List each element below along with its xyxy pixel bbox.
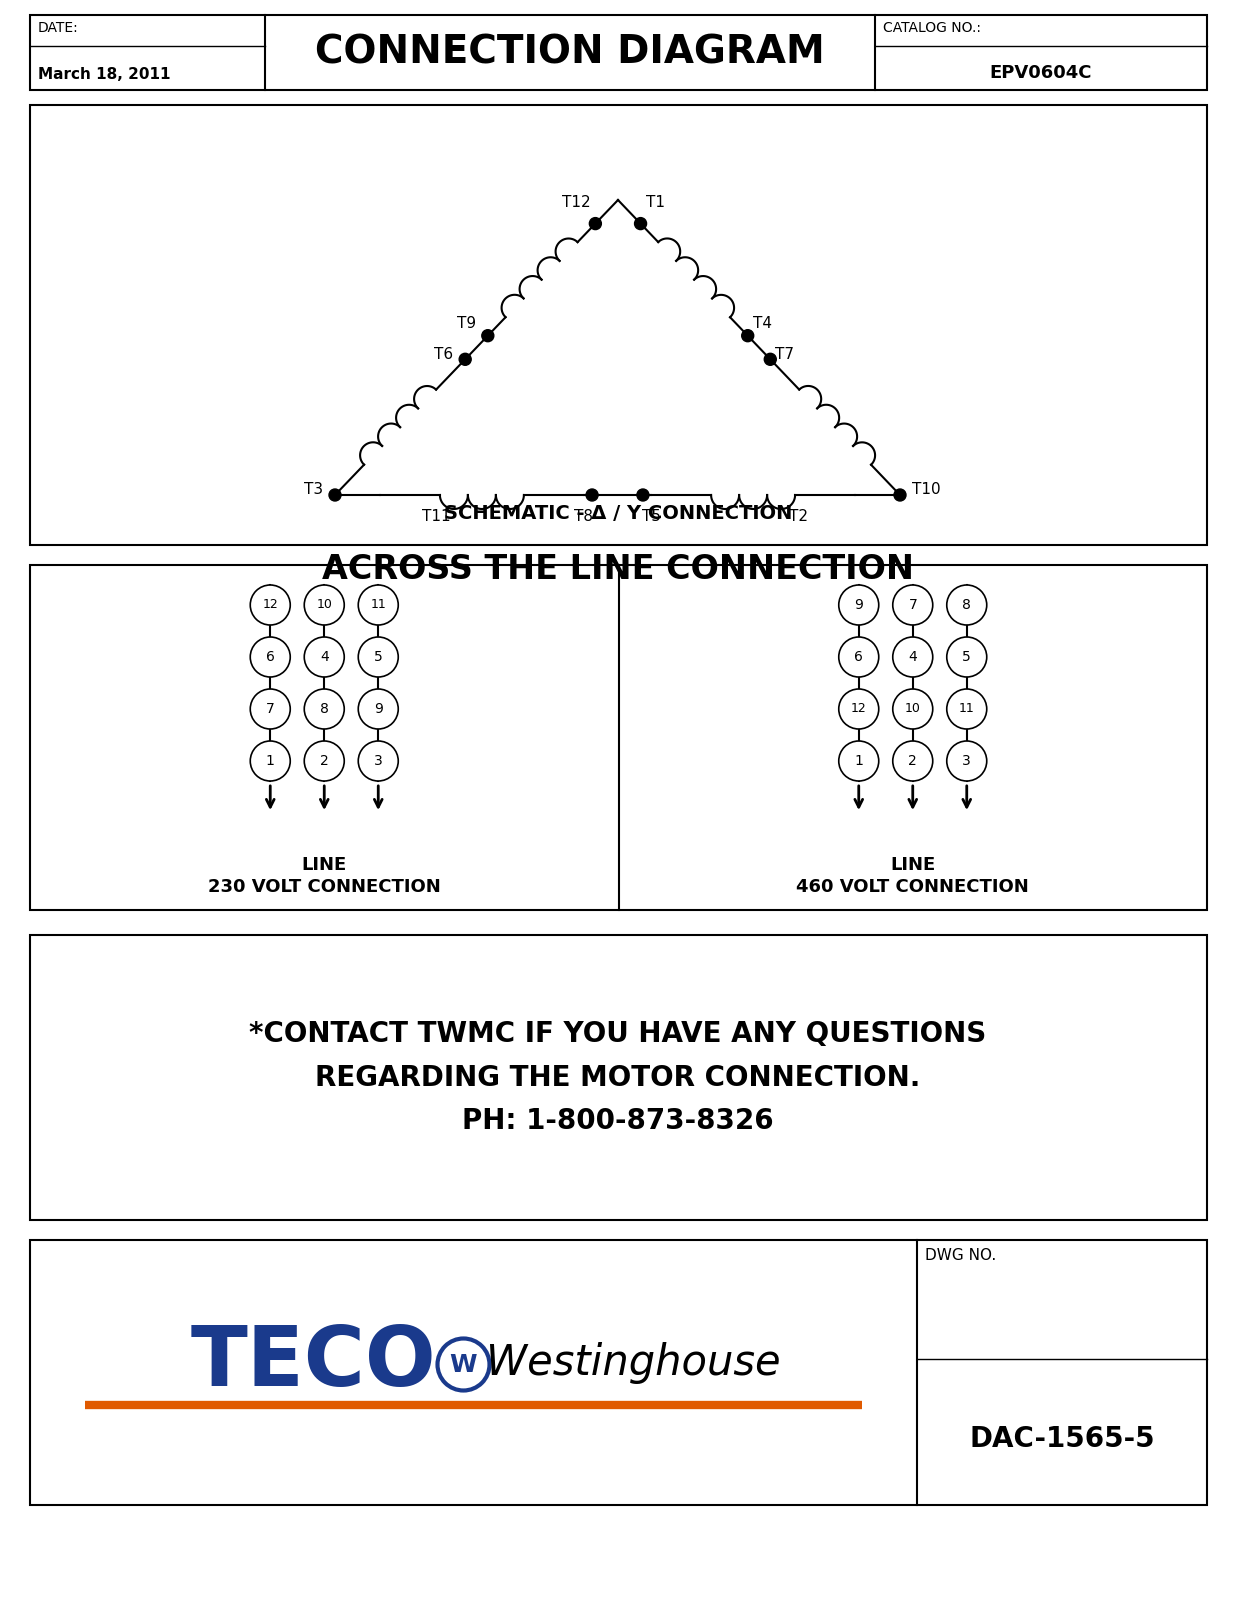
Text: T3: T3 <box>304 483 323 498</box>
Text: 11: 11 <box>959 702 975 715</box>
Text: 7: 7 <box>908 598 917 611</box>
Circle shape <box>839 637 878 677</box>
Text: 10: 10 <box>317 598 333 611</box>
Circle shape <box>359 637 398 677</box>
Text: T2: T2 <box>789 509 808 525</box>
Circle shape <box>839 690 878 730</box>
Text: CONNECTION DIAGRAM: CONNECTION DIAGRAM <box>315 34 825 72</box>
Text: T11: T11 <box>422 509 452 525</box>
Text: W: W <box>450 1352 477 1376</box>
Circle shape <box>459 354 471 365</box>
Circle shape <box>839 586 878 626</box>
Text: 1: 1 <box>266 754 275 768</box>
Circle shape <box>742 330 753 342</box>
Circle shape <box>250 690 291 730</box>
Text: T9: T9 <box>456 315 476 331</box>
Text: T6: T6 <box>434 347 453 362</box>
Text: 11: 11 <box>370 598 386 611</box>
Text: T1: T1 <box>646 195 664 210</box>
Text: 3: 3 <box>962 754 971 768</box>
Text: 5: 5 <box>962 650 971 664</box>
Circle shape <box>304 586 344 626</box>
Circle shape <box>359 741 398 781</box>
Text: 9: 9 <box>855 598 863 611</box>
Circle shape <box>359 690 398 730</box>
Text: 3: 3 <box>374 754 382 768</box>
Circle shape <box>635 218 647 229</box>
Text: DWG NO.: DWG NO. <box>925 1248 996 1262</box>
Text: March 18, 2011: March 18, 2011 <box>38 67 171 82</box>
Text: 8: 8 <box>962 598 971 611</box>
Circle shape <box>893 741 933 781</box>
Circle shape <box>250 637 291 677</box>
Circle shape <box>304 741 344 781</box>
Text: TECO: TECO <box>190 1322 437 1403</box>
Circle shape <box>946 637 987 677</box>
Circle shape <box>839 741 878 781</box>
Bar <box>30 106 1207 546</box>
Text: 230 VOLT CONNECTION: 230 VOLT CONNECTION <box>208 878 440 896</box>
Circle shape <box>893 637 933 677</box>
Text: 5: 5 <box>374 650 382 664</box>
Text: Westinghouse: Westinghouse <box>486 1341 781 1384</box>
Text: 4: 4 <box>320 650 329 664</box>
Text: 6: 6 <box>855 650 863 664</box>
Text: 10: 10 <box>904 702 920 715</box>
Text: 2: 2 <box>320 754 329 768</box>
Circle shape <box>438 1339 490 1390</box>
Text: LINE: LINE <box>302 856 346 874</box>
Circle shape <box>946 586 987 626</box>
Text: SCHEMATIC - Δ / Y CONNECTION: SCHEMATIC - Δ / Y CONNECTION <box>444 504 792 523</box>
Circle shape <box>586 490 597 501</box>
Circle shape <box>304 690 344 730</box>
Text: T10: T10 <box>912 483 940 498</box>
Text: LINE: LINE <box>891 856 935 874</box>
Bar <box>30 1240 1207 1506</box>
Text: 7: 7 <box>266 702 275 717</box>
Bar <box>30 14 1207 90</box>
Text: T5: T5 <box>642 509 661 525</box>
Circle shape <box>894 490 905 501</box>
Text: T7: T7 <box>776 347 794 362</box>
Text: 1: 1 <box>855 754 863 768</box>
Text: DATE:: DATE: <box>38 21 79 35</box>
Circle shape <box>764 354 777 365</box>
Circle shape <box>893 690 933 730</box>
Circle shape <box>250 586 291 626</box>
Text: CATALOG NO.:: CATALOG NO.: <box>883 21 981 35</box>
Text: T12: T12 <box>562 195 590 210</box>
Circle shape <box>329 490 341 501</box>
Text: 460 VOLT CONNECTION: 460 VOLT CONNECTION <box>797 878 1029 896</box>
Circle shape <box>637 490 649 501</box>
Text: 12: 12 <box>262 598 278 611</box>
Circle shape <box>359 586 398 626</box>
Circle shape <box>482 330 494 342</box>
Circle shape <box>893 586 933 626</box>
Text: 8: 8 <box>320 702 329 717</box>
Text: 4: 4 <box>908 650 917 664</box>
Text: T8: T8 <box>574 509 593 525</box>
Text: DAC-1565-5: DAC-1565-5 <box>969 1424 1155 1453</box>
Text: 6: 6 <box>266 650 275 664</box>
Text: 12: 12 <box>851 702 867 715</box>
Text: T4: T4 <box>753 315 772 331</box>
Circle shape <box>589 218 601 229</box>
Circle shape <box>946 690 987 730</box>
Text: ACROSS THE LINE CONNECTION: ACROSS THE LINE CONNECTION <box>322 554 914 586</box>
Circle shape <box>250 741 291 781</box>
Bar <box>30 565 1207 910</box>
Text: EPV0604C: EPV0604C <box>990 64 1092 82</box>
Circle shape <box>946 741 987 781</box>
Text: 9: 9 <box>374 702 382 717</box>
Text: *CONTACT TWMC IF YOU HAVE ANY QUESTIONS
REGARDING THE MOTOR CONNECTION.
PH: 1-80: *CONTACT TWMC IF YOU HAVE ANY QUESTIONS … <box>250 1021 987 1134</box>
Text: 2: 2 <box>908 754 917 768</box>
Bar <box>30 934 1207 1219</box>
Circle shape <box>304 637 344 677</box>
